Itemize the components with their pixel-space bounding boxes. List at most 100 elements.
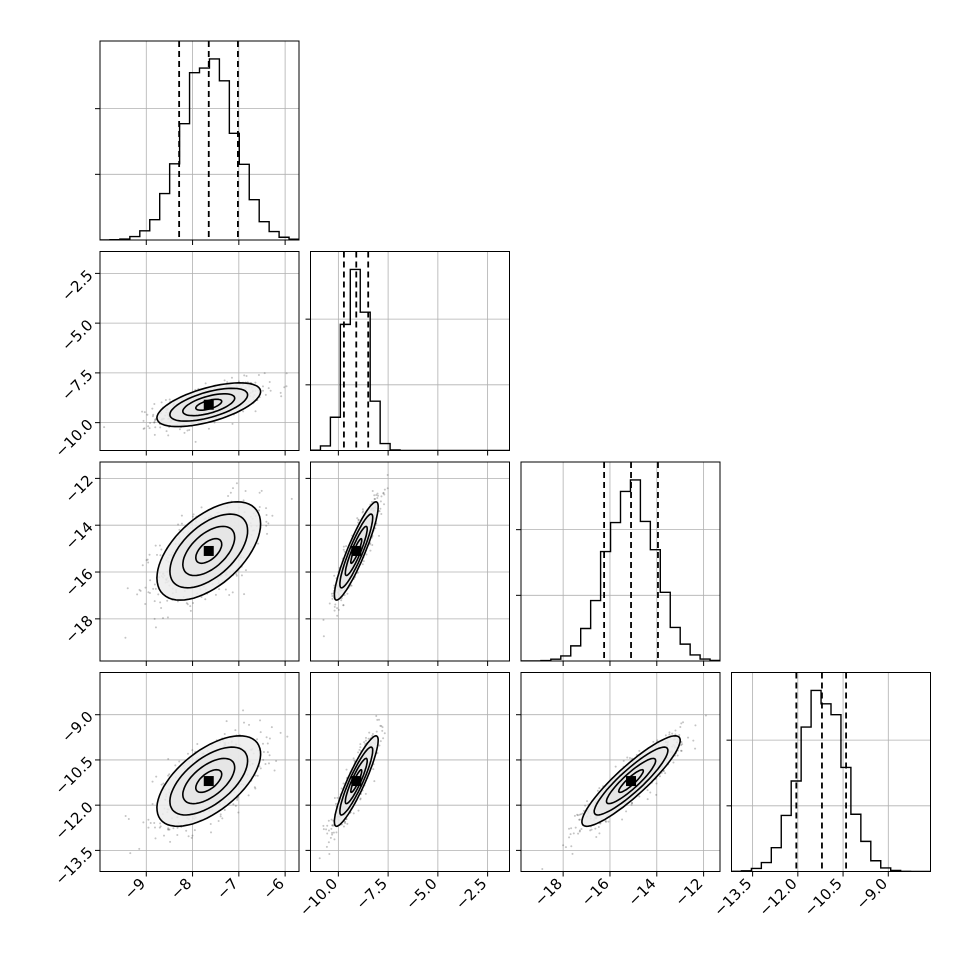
scatter-point	[386, 474, 389, 477]
y-tick-label: −7.5	[58, 366, 96, 404]
histogram-outline	[100, 58, 299, 240]
scatter-point	[154, 418, 157, 421]
scatter-point	[226, 381, 229, 384]
scatter-point	[336, 607, 339, 610]
scatter-point	[322, 824, 325, 827]
scatter-point	[148, 591, 151, 594]
scatter-point	[374, 497, 377, 500]
scatter-point	[189, 609, 192, 612]
density-layer	[322, 474, 389, 638]
scatter-point	[371, 734, 374, 737]
scatter-point	[169, 840, 172, 843]
contour-line	[344, 757, 368, 805]
scatter-point	[158, 544, 161, 547]
scatter-point	[598, 832, 601, 835]
scatter-point	[178, 760, 181, 763]
scatter-point	[704, 714, 707, 717]
scatter-point	[167, 828, 170, 831]
scatter-point	[638, 749, 641, 752]
scatter-point	[217, 820, 220, 823]
scatter-point	[676, 754, 679, 757]
scatter-point	[333, 797, 336, 800]
panel-frame	[520, 461, 721, 662]
scatter-point	[342, 545, 345, 548]
scatter-point	[127, 818, 130, 821]
scatter-point	[264, 763, 267, 766]
scatter-point	[186, 429, 189, 432]
x-tick-label: −7	[213, 875, 241, 903]
scatter-point	[154, 419, 157, 422]
scatter-point	[327, 841, 330, 844]
scatter-point	[218, 588, 221, 591]
contour-line	[593, 746, 669, 816]
scatter-point	[578, 829, 581, 832]
scatter-point	[178, 528, 181, 531]
x-tick-label: −18	[531, 875, 566, 910]
scatter-point	[180, 514, 183, 517]
histogram-outline	[310, 268, 510, 451]
scatter-point	[254, 381, 257, 384]
scatter-point	[375, 715, 378, 718]
scatter-point	[383, 493, 386, 496]
scatter-point	[345, 768, 348, 771]
scatter-point	[243, 593, 246, 596]
scatter-point	[598, 787, 601, 790]
panel-frame	[310, 251, 510, 451]
scatter-point	[352, 812, 355, 815]
scatter-point	[223, 733, 226, 736]
scatter-point	[344, 822, 347, 825]
scatter-point	[148, 427, 151, 430]
x-tick-label: −14	[625, 875, 660, 910]
scatter-point	[336, 614, 339, 617]
scatter-point	[655, 782, 658, 785]
y-tick-label: −14	[62, 518, 97, 553]
contour-line	[169, 746, 249, 816]
scatter-point	[578, 813, 581, 816]
scatter-point	[265, 736, 268, 739]
scatter-point	[373, 494, 376, 497]
scatter-point	[147, 826, 150, 829]
scatter-point	[192, 601, 195, 604]
scatter-point	[149, 422, 152, 425]
scatter-point	[242, 499, 245, 502]
scatter-point	[183, 431, 186, 434]
scatter-point	[144, 603, 147, 606]
scatter-point	[383, 503, 386, 506]
scatter-point	[151, 803, 154, 806]
scatter-point	[361, 563, 364, 566]
scatter-point	[569, 833, 572, 836]
peak-marker	[351, 545, 362, 556]
scatter-point	[655, 793, 658, 796]
scatter-point	[668, 731, 671, 734]
scatter-point	[172, 827, 175, 830]
x-tick-label: −13.5	[710, 875, 755, 920]
scatter-point	[256, 738, 259, 741]
scatter-panel-1-0: −10.0 −7.5 −5.0 −2.5	[51, 251, 300, 461]
scatter-point	[224, 588, 227, 591]
panel-frame	[520, 672, 721, 872]
contour-line	[181, 757, 236, 805]
scatter-point	[124, 815, 127, 818]
scatter-point	[682, 721, 685, 724]
scatter-point	[159, 554, 162, 557]
scatter-point	[367, 737, 370, 740]
scatter-point	[332, 831, 335, 834]
scatter-point	[154, 626, 157, 629]
scatter-point	[572, 832, 575, 835]
contour-line	[339, 746, 374, 816]
scatter-point	[333, 838, 336, 841]
scatter-point	[359, 797, 362, 800]
scatter-point	[163, 834, 166, 837]
scatter-point	[576, 813, 579, 816]
scatter-point	[674, 729, 677, 732]
scatter-panel-2-1	[305, 461, 510, 666]
scatter-point	[221, 817, 224, 820]
scatter-point	[257, 542, 260, 545]
scatter-point	[142, 427, 145, 430]
scatter-point	[680, 741, 683, 744]
scatter-point	[153, 617, 156, 620]
scatter-point	[231, 591, 234, 594]
scatter-point	[680, 722, 683, 725]
scatter-point	[283, 386, 286, 389]
